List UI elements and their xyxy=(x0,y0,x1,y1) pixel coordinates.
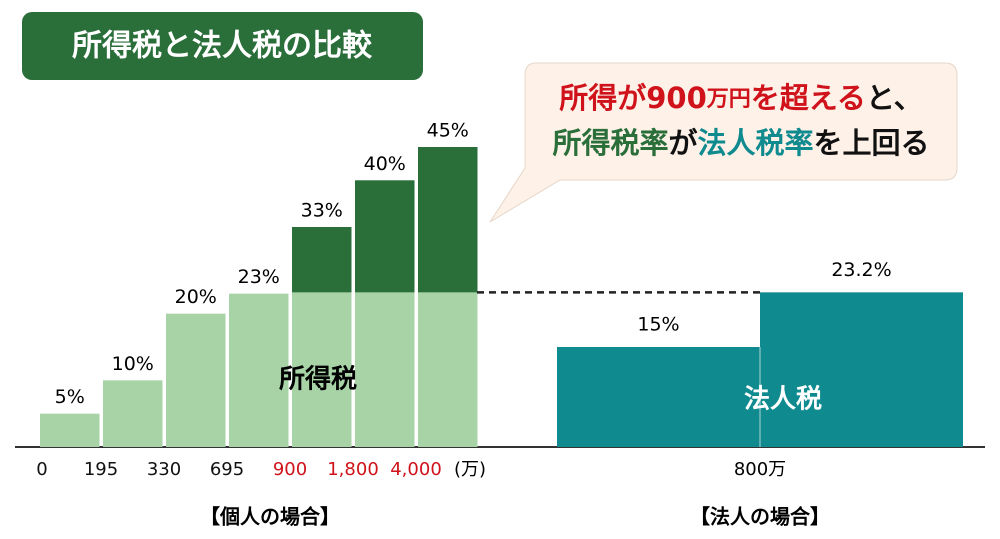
x-tick-label: 900 xyxy=(273,459,307,480)
callout-segment: 所得が xyxy=(559,81,646,115)
bar-upper xyxy=(355,180,415,293)
x-tick-label: 4,000 xyxy=(390,459,442,480)
series-label: 法人税 xyxy=(744,385,822,415)
callout-segment: を超える xyxy=(751,81,866,115)
bar xyxy=(229,293,289,447)
bar xyxy=(557,347,760,447)
bar xyxy=(103,380,163,447)
x-tick-label: 1,800 xyxy=(327,459,379,480)
callout-line: 所得税率が法人税率を上回る xyxy=(552,126,929,160)
callout-segment: が xyxy=(668,126,697,160)
bar xyxy=(166,313,226,447)
value-label: 23% xyxy=(238,266,280,288)
value-label: 5% xyxy=(55,386,85,408)
title-badge xyxy=(22,12,423,80)
callout-segment: 万円 xyxy=(706,87,751,112)
title: 所得税と法人税の比較 xyxy=(72,29,373,64)
value-label: 40% xyxy=(364,153,406,175)
bar xyxy=(760,292,963,447)
callout-box xyxy=(489,62,958,223)
x-tick-label: 695 xyxy=(210,459,244,480)
value-label: 23.2% xyxy=(831,259,891,281)
value-label: 45% xyxy=(427,120,469,142)
x-tick-label: 800万 xyxy=(734,459,786,480)
value-label: 10% xyxy=(112,353,154,375)
group-label: 【法人の場合】 xyxy=(690,505,830,529)
callout-segment: を上回る xyxy=(814,126,930,160)
callout-segment: 法人税率 xyxy=(698,126,814,160)
x-tick-label: 0 xyxy=(36,459,47,480)
bar xyxy=(40,413,100,447)
callout-segment: 所得税率 xyxy=(552,126,668,160)
callout-line: 所得が900万円を超えると、 xyxy=(559,81,923,115)
value-label: 33% xyxy=(301,200,343,222)
value-label: 15% xyxy=(637,314,679,336)
value-label: 20% xyxy=(175,286,217,308)
x-unit: (万) xyxy=(454,459,486,480)
group-label: 【個人の場合】 xyxy=(200,505,340,529)
series-label: 所得税 xyxy=(279,365,357,395)
callout-segment: 900 xyxy=(646,81,707,115)
x-tick-label: 195 xyxy=(84,459,118,480)
bar-upper xyxy=(418,147,478,293)
callout-segment: と、 xyxy=(866,81,923,115)
x-tick-label: 330 xyxy=(147,459,181,480)
bar-upper xyxy=(292,227,352,293)
